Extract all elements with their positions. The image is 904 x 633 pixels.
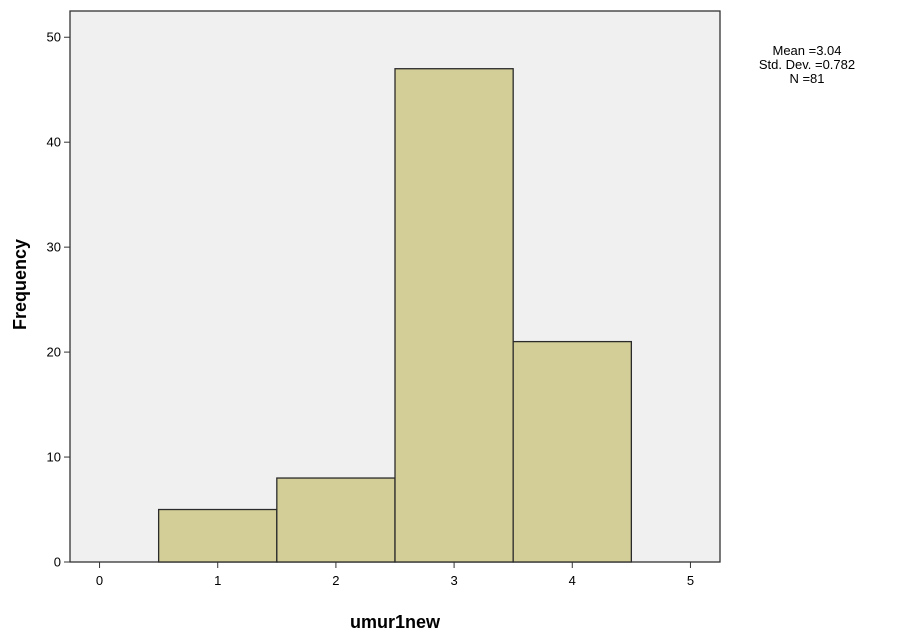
stats-n: N =81 [789, 71, 825, 86]
y-tick-label: 50 [47, 30, 61, 45]
x-tick-label: 2 [332, 573, 339, 588]
x-tick-label: 4 [569, 573, 576, 588]
stats-std-dev: Std. Dev. =0.782 [758, 57, 856, 72]
y-tick-label: 30 [47, 240, 61, 255]
histogram-bar-4 [512, 340, 633, 563]
histogram-bar-3 [394, 68, 514, 563]
stats-mean: Mean =3.04 [772, 43, 842, 58]
y-tick-label: 0 [54, 555, 61, 570]
histogram-bar-2 [276, 477, 396, 563]
x-axis: 0 1 2 3 4 5 [96, 562, 694, 588]
x-tick-label: 5 [687, 573, 694, 588]
x-axis-title: umur1new [350, 612, 441, 632]
bars-group [157, 68, 633, 563]
y-tick-label: 20 [47, 345, 61, 360]
y-axis: 0 10 20 30 40 50 [47, 30, 70, 570]
x-tick-label: 3 [450, 573, 457, 588]
y-axis-title: Frequency [10, 239, 30, 330]
y-tick-label: 10 [47, 450, 61, 465]
stats-box: Mean =3.04 Std. Dev. =0.782 N =81 [742, 44, 872, 86]
histogram-bar-1 [157, 508, 278, 563]
y-tick-label: 40 [47, 135, 61, 150]
x-tick-label: 1 [214, 573, 221, 588]
x-tick-label: 0 [96, 573, 103, 588]
